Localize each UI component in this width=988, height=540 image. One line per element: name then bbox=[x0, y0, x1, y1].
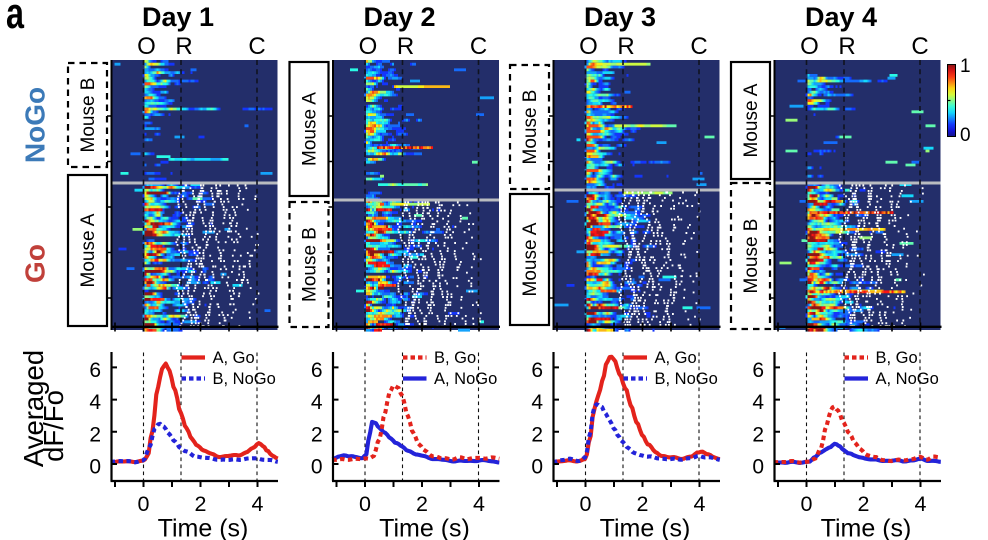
svg-text:Mouse A: Mouse A bbox=[741, 83, 762, 157]
svg-text:Mouse B: Mouse B bbox=[741, 219, 762, 294]
svg-text:Day 3: Day 3 bbox=[584, 2, 656, 32]
svg-text:2: 2 bbox=[637, 492, 649, 516]
svg-text:Day 2: Day 2 bbox=[363, 2, 435, 32]
svg-text:B, Go: B, Go bbox=[876, 349, 918, 367]
svg-text:Mouse A: Mouse A bbox=[78, 213, 99, 287]
svg-text:6: 6 bbox=[752, 359, 764, 382]
svg-text:4: 4 bbox=[694, 492, 706, 516]
svg-text:Mouse B: Mouse B bbox=[78, 78, 99, 153]
svg-text:4: 4 bbox=[752, 391, 764, 414]
svg-text:R: R bbox=[617, 33, 634, 60]
svg-text:C: C bbox=[690, 33, 707, 60]
svg-text:B, NoGo: B, NoGo bbox=[213, 370, 276, 388]
svg-text:0: 0 bbox=[580, 492, 592, 516]
svg-text:4: 4 bbox=[915, 492, 927, 516]
svg-text:A, NoGo: A, NoGo bbox=[434, 370, 497, 388]
svg-text:Time (s): Time (s) bbox=[600, 514, 691, 540]
svg-text:C: C bbox=[911, 33, 928, 60]
svg-text:0: 0 bbox=[531, 456, 543, 479]
svg-text:O: O bbox=[359, 33, 378, 60]
svg-text:0: 0 bbox=[960, 125, 971, 146]
svg-text:Time (s): Time (s) bbox=[379, 514, 470, 540]
svg-text:2: 2 bbox=[416, 492, 428, 516]
svg-text:0: 0 bbox=[359, 492, 371, 516]
svg-text:0: 0 bbox=[752, 456, 764, 479]
svg-text:B, NoGo: B, NoGo bbox=[655, 370, 718, 388]
svg-text:dF/Fo: dF/Fo bbox=[38, 390, 69, 462]
svg-text:6: 6 bbox=[311, 359, 323, 382]
svg-text:2: 2 bbox=[311, 423, 323, 446]
svg-text:O: O bbox=[800, 33, 819, 60]
svg-text:6: 6 bbox=[531, 359, 543, 382]
svg-text:2: 2 bbox=[531, 423, 543, 446]
svg-text:B, Go: B, Go bbox=[434, 349, 476, 367]
svg-text:A, Go: A, Go bbox=[655, 349, 697, 367]
svg-text:2: 2 bbox=[195, 492, 207, 516]
svg-text:Mouse B: Mouse B bbox=[300, 227, 321, 302]
svg-text:2: 2 bbox=[858, 492, 870, 516]
svg-text:4: 4 bbox=[473, 492, 485, 516]
svg-text:Time (s): Time (s) bbox=[158, 514, 249, 540]
svg-text:O: O bbox=[137, 33, 156, 60]
svg-text:2: 2 bbox=[89, 423, 101, 446]
svg-text:4: 4 bbox=[311, 391, 323, 414]
svg-text:4: 4 bbox=[89, 391, 101, 414]
svg-text:4: 4 bbox=[252, 492, 264, 516]
svg-text:Time (s): Time (s) bbox=[821, 514, 912, 540]
svg-text:2: 2 bbox=[752, 423, 764, 446]
svg-text:Mouse B: Mouse B bbox=[520, 90, 541, 165]
svg-text:A, NoGo: A, NoGo bbox=[876, 370, 939, 388]
svg-text:1: 1 bbox=[960, 56, 971, 77]
svg-text:R: R bbox=[838, 33, 855, 60]
svg-text:R: R bbox=[175, 33, 192, 60]
svg-text:Day 1: Day 1 bbox=[142, 2, 214, 32]
svg-text:0: 0 bbox=[311, 456, 323, 479]
svg-text:O: O bbox=[579, 33, 598, 60]
svg-text:4: 4 bbox=[531, 391, 543, 414]
svg-text:R: R bbox=[397, 33, 414, 60]
svg-text:6: 6 bbox=[89, 359, 101, 382]
svg-text:C: C bbox=[248, 33, 265, 60]
svg-text:a: a bbox=[6, 0, 24, 38]
svg-text:Mouse A: Mouse A bbox=[300, 92, 321, 166]
svg-text:Mouse A: Mouse A bbox=[520, 222, 541, 296]
svg-text:A, Go: A, Go bbox=[213, 349, 255, 367]
svg-text:Averaged: Averaged bbox=[18, 350, 49, 467]
svg-text:C: C bbox=[470, 33, 487, 60]
svg-text:0: 0 bbox=[801, 492, 813, 516]
svg-text:0: 0 bbox=[89, 456, 101, 479]
svg-text:Day 4: Day 4 bbox=[805, 2, 877, 32]
svg-text:Go: Go bbox=[19, 244, 50, 283]
svg-text:0: 0 bbox=[138, 492, 150, 516]
svg-text:NoGo: NoGo bbox=[19, 87, 50, 163]
